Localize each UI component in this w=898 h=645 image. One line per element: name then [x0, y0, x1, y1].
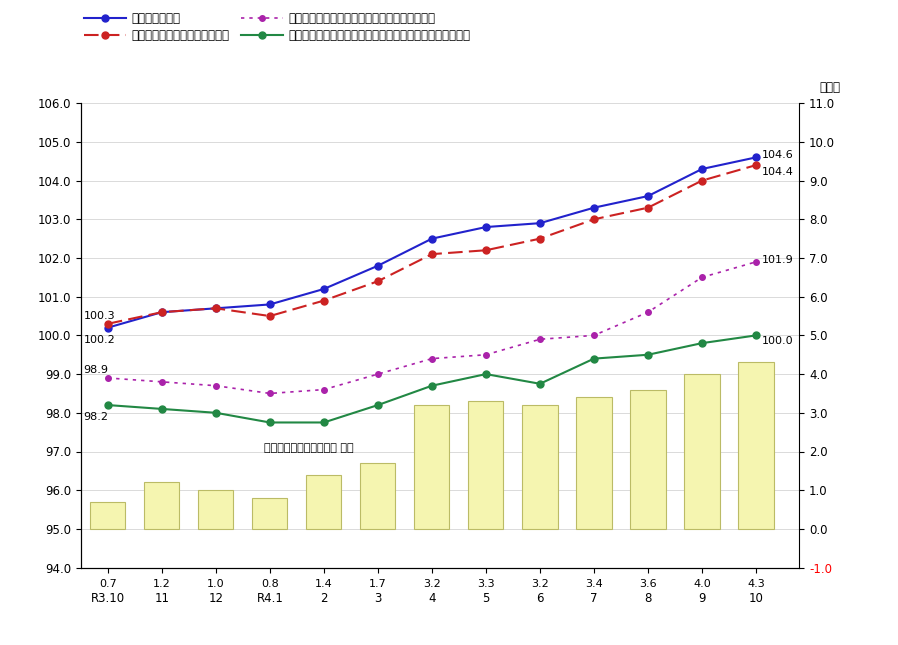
Text: 総合前年同月比（右目盛 ％）: 総合前年同月比（右目盛 ％）	[265, 444, 354, 453]
Text: 104.4: 104.4	[762, 167, 793, 177]
Text: 100.2: 100.2	[84, 335, 115, 344]
Text: 1.4: 1.4	[315, 579, 333, 590]
Text: 0.8: 0.8	[261, 579, 278, 590]
Text: 4.3: 4.3	[747, 579, 765, 590]
Text: 4.0: 4.0	[693, 579, 711, 590]
Bar	[738, 362, 773, 529]
Text: 1.7: 1.7	[369, 579, 387, 590]
Bar	[577, 397, 612, 529]
Text: 3.2: 3.2	[423, 579, 441, 590]
Text: 98.9: 98.9	[84, 365, 109, 375]
Text: 101.9: 101.9	[762, 255, 793, 265]
Bar	[469, 401, 504, 529]
Text: （％）: （％）	[819, 81, 840, 94]
Bar	[360, 463, 395, 529]
Text: 1.0: 1.0	[207, 579, 224, 590]
Text: 3.2: 3.2	[531, 579, 549, 590]
Bar	[91, 502, 126, 529]
Text: 3.6: 3.6	[639, 579, 656, 590]
Bar	[198, 490, 233, 529]
Bar	[523, 405, 558, 529]
Text: 3.3: 3.3	[477, 579, 495, 590]
Text: 100.3: 100.3	[84, 311, 115, 321]
Bar	[630, 390, 665, 529]
Bar	[252, 498, 287, 529]
Bar	[145, 482, 180, 529]
Text: 104.6: 104.6	[762, 150, 793, 161]
Bar	[306, 475, 341, 529]
Text: 100.0: 100.0	[762, 336, 793, 346]
Bar	[684, 374, 719, 529]
Bar	[414, 405, 450, 529]
Legend: 総合（左目盛）, 生鮮食品を除く総合（左目盛）, 生鮮食品及びエネルギーを除く総合（左目盛）, 食料（酒類を除く）及びエネルギーを除く総合（左目盛）: 総合（左目盛）, 生鮮食品を除く総合（左目盛）, 生鮮食品及びエネルギーを除く総…	[80, 7, 475, 47]
Text: 3.4: 3.4	[585, 579, 603, 590]
Text: 98.2: 98.2	[84, 412, 109, 422]
Text: 1.2: 1.2	[153, 579, 171, 590]
Text: 0.7: 0.7	[99, 579, 117, 590]
